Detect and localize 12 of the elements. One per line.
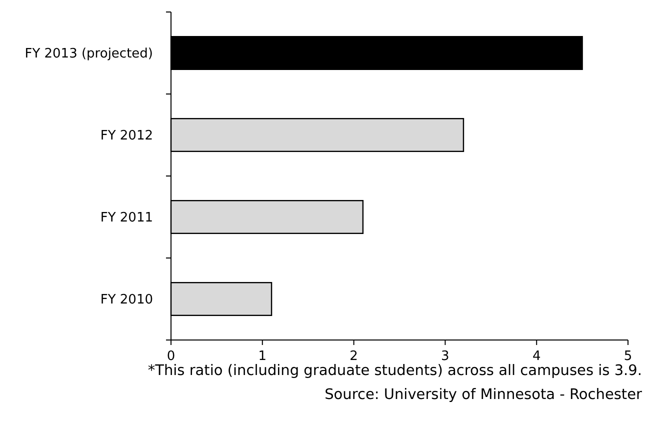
x-tick-label: 2 <box>350 349 358 364</box>
y-tick-label: FY 2012 <box>100 128 153 144</box>
y-tick-label: FY 2010 <box>100 292 153 308</box>
y-tick-label: FY 2013 (projected) <box>24 46 153 62</box>
source-note: Source: University of Minnesota - Rochester <box>324 387 642 403</box>
x-tick-label: 4 <box>532 349 541 364</box>
y-tick-label: FY 2011 <box>100 210 153 226</box>
x-tick-label: 3 <box>441 349 450 364</box>
x-tick-label: 0 <box>166 349 176 364</box>
text: *This ratio (including graduate students) across all campuses is 3.9. <box>148 363 642 379</box>
x-tick-label: 5 <box>624 349 632 364</box>
x-tick-label: 1 <box>258 349 267 364</box>
